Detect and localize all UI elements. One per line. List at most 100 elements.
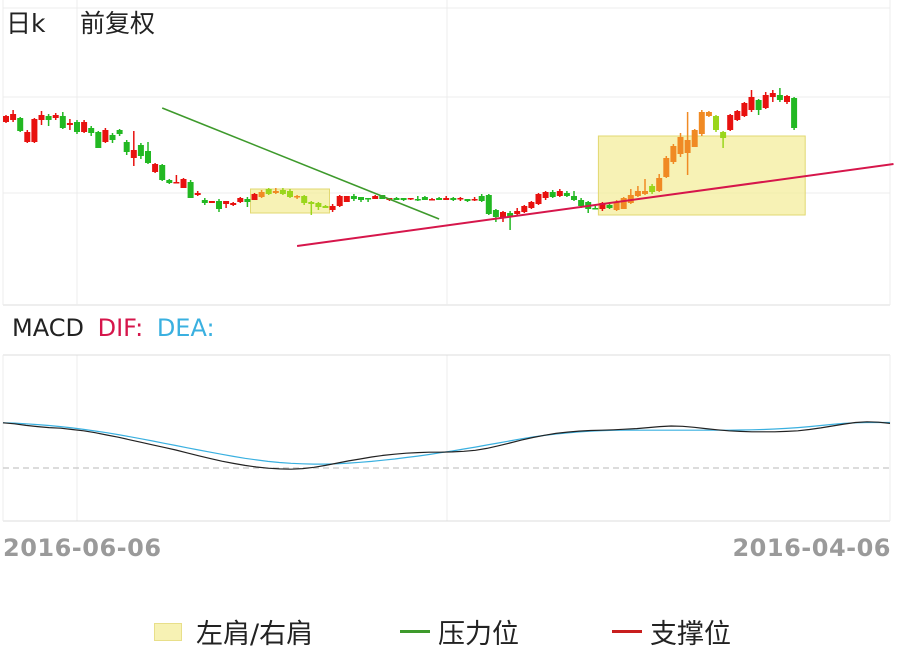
candle-body-92 — [656, 178, 663, 191]
candle-body-100 — [713, 116, 719, 130]
candle-body-87 — [620, 198, 627, 209]
candle-body-36 — [258, 192, 265, 197]
candlestick-series — [3, 88, 798, 230]
candle-body-93 — [663, 158, 670, 177]
candle-body-94 — [670, 146, 677, 162]
macd-header: MACD DIF: DEA: — [12, 314, 215, 342]
trend-lines — [161, 107, 894, 247]
x-axis-left-date: 2016-06-06 — [3, 534, 162, 562]
legend-support: 支撑位 — [612, 612, 731, 651]
candle-body-55 — [393, 198, 400, 200]
candle-body-85 — [606, 205, 613, 208]
candle-body-25 — [180, 179, 187, 188]
candle-body-32 — [230, 203, 237, 205]
candle-body-52 — [372, 196, 379, 199]
candle-body-27 — [194, 193, 201, 195]
candle-body-77 — [549, 192, 556, 197]
candle-body-88 — [627, 195, 634, 203]
candle-body-5 — [38, 115, 45, 120]
candle-body-49 — [350, 196, 357, 199]
legend-resistance: 压力位 — [400, 612, 519, 651]
candle-body-65 — [464, 199, 471, 201]
x-axis-right-date: 2016-04-06 — [732, 534, 891, 562]
shoulder-boxes — [250, 135, 806, 216]
candle-body-78 — [556, 191, 563, 196]
candle-body-26 — [187, 182, 194, 198]
candle-body-31 — [223, 201, 230, 204]
candle-body-7 — [52, 115, 59, 118]
macd-name: MACD — [12, 314, 84, 342]
candle-body-46 — [329, 206, 336, 210]
candle-body-2 — [17, 118, 24, 131]
dea-label: DEA: — [156, 314, 215, 342]
macd-panel — [2, 421, 891, 470]
candle-body-99 — [705, 112, 712, 116]
candle-body-30 — [216, 201, 222, 209]
candle-body-97 — [691, 130, 698, 147]
candle-body-20 — [145, 151, 151, 163]
candle-body-108 — [769, 93, 776, 97]
candle-body-86 — [613, 202, 620, 210]
candle-body-67 — [478, 196, 485, 201]
candle-body-107 — [762, 95, 769, 108]
candle-body-16 — [116, 130, 123, 134]
candle-body-104 — [741, 103, 748, 116]
resistance-line — [161, 107, 440, 220]
shoulder-box-0 — [250, 188, 330, 214]
candle-body-10 — [74, 122, 80, 132]
macd-dif-line — [2, 421, 891, 470]
candle-body-39 — [279, 190, 286, 194]
candle-body-42 — [301, 196, 308, 203]
candle-body-44 — [315, 203, 322, 207]
candle-body-60 — [429, 199, 435, 201]
candle-body-37 — [265, 189, 272, 194]
candle-body-58 — [414, 199, 421, 201]
candle-body-21 — [152, 164, 159, 172]
candle-body-0 — [3, 116, 9, 122]
support-line — [296, 163, 894, 247]
dif-label: DIF: — [97, 314, 144, 342]
candle-body-105 — [748, 97, 755, 110]
candle-body-43 — [308, 202, 315, 204]
candle-body-35 — [251, 194, 258, 200]
candle-body-111 — [791, 98, 798, 128]
candle-body-19 — [137, 145, 144, 156]
legend-shoulder-swatch — [154, 622, 182, 641]
candle-body-51 — [365, 198, 372, 200]
grid-lines — [2, 0, 891, 522]
candle-body-40 — [287, 191, 293, 197]
candle-body-23 — [166, 180, 173, 183]
candle-body-63 — [450, 198, 457, 200]
legend-support-label: 支撑位 — [650, 619, 731, 650]
candle-body-18 — [130, 150, 137, 158]
candle-body-71 — [507, 213, 514, 217]
candle-body-34 — [244, 199, 251, 202]
period-label[interactable]: 日k — [6, 9, 46, 38]
candle-body-33 — [237, 198, 244, 202]
candle-body-83 — [592, 208, 599, 210]
adjust-label[interactable]: 前复权 — [80, 9, 156, 38]
candle-body-74 — [528, 202, 535, 208]
candle-body-56 — [400, 198, 407, 200]
candle-body-3 — [24, 132, 31, 142]
legend-shoulder: 左肩/右肩 — [154, 612, 313, 651]
candle-body-95 — [677, 137, 684, 154]
candle-body-57 — [407, 198, 414, 200]
candle-body-41 — [294, 196, 301, 198]
candle-body-81 — [578, 200, 585, 206]
candle-body-101 — [720, 132, 727, 138]
candle-body-9 — [66, 123, 73, 125]
candle-body-75 — [535, 194, 542, 204]
candle-body-22 — [159, 165, 166, 180]
candle-body-103 — [734, 111, 741, 120]
candle-body-4 — [31, 119, 38, 142]
candle-body-8 — [59, 116, 66, 128]
candle-body-79 — [563, 193, 570, 196]
candle-body-66 — [471, 199, 478, 201]
candle-body-47 — [336, 196, 343, 206]
candle-body-29 — [208, 201, 215, 203]
candle-body-62 — [443, 198, 450, 200]
candle-body-90 — [642, 191, 648, 194]
candle-body-80 — [571, 196, 577, 200]
